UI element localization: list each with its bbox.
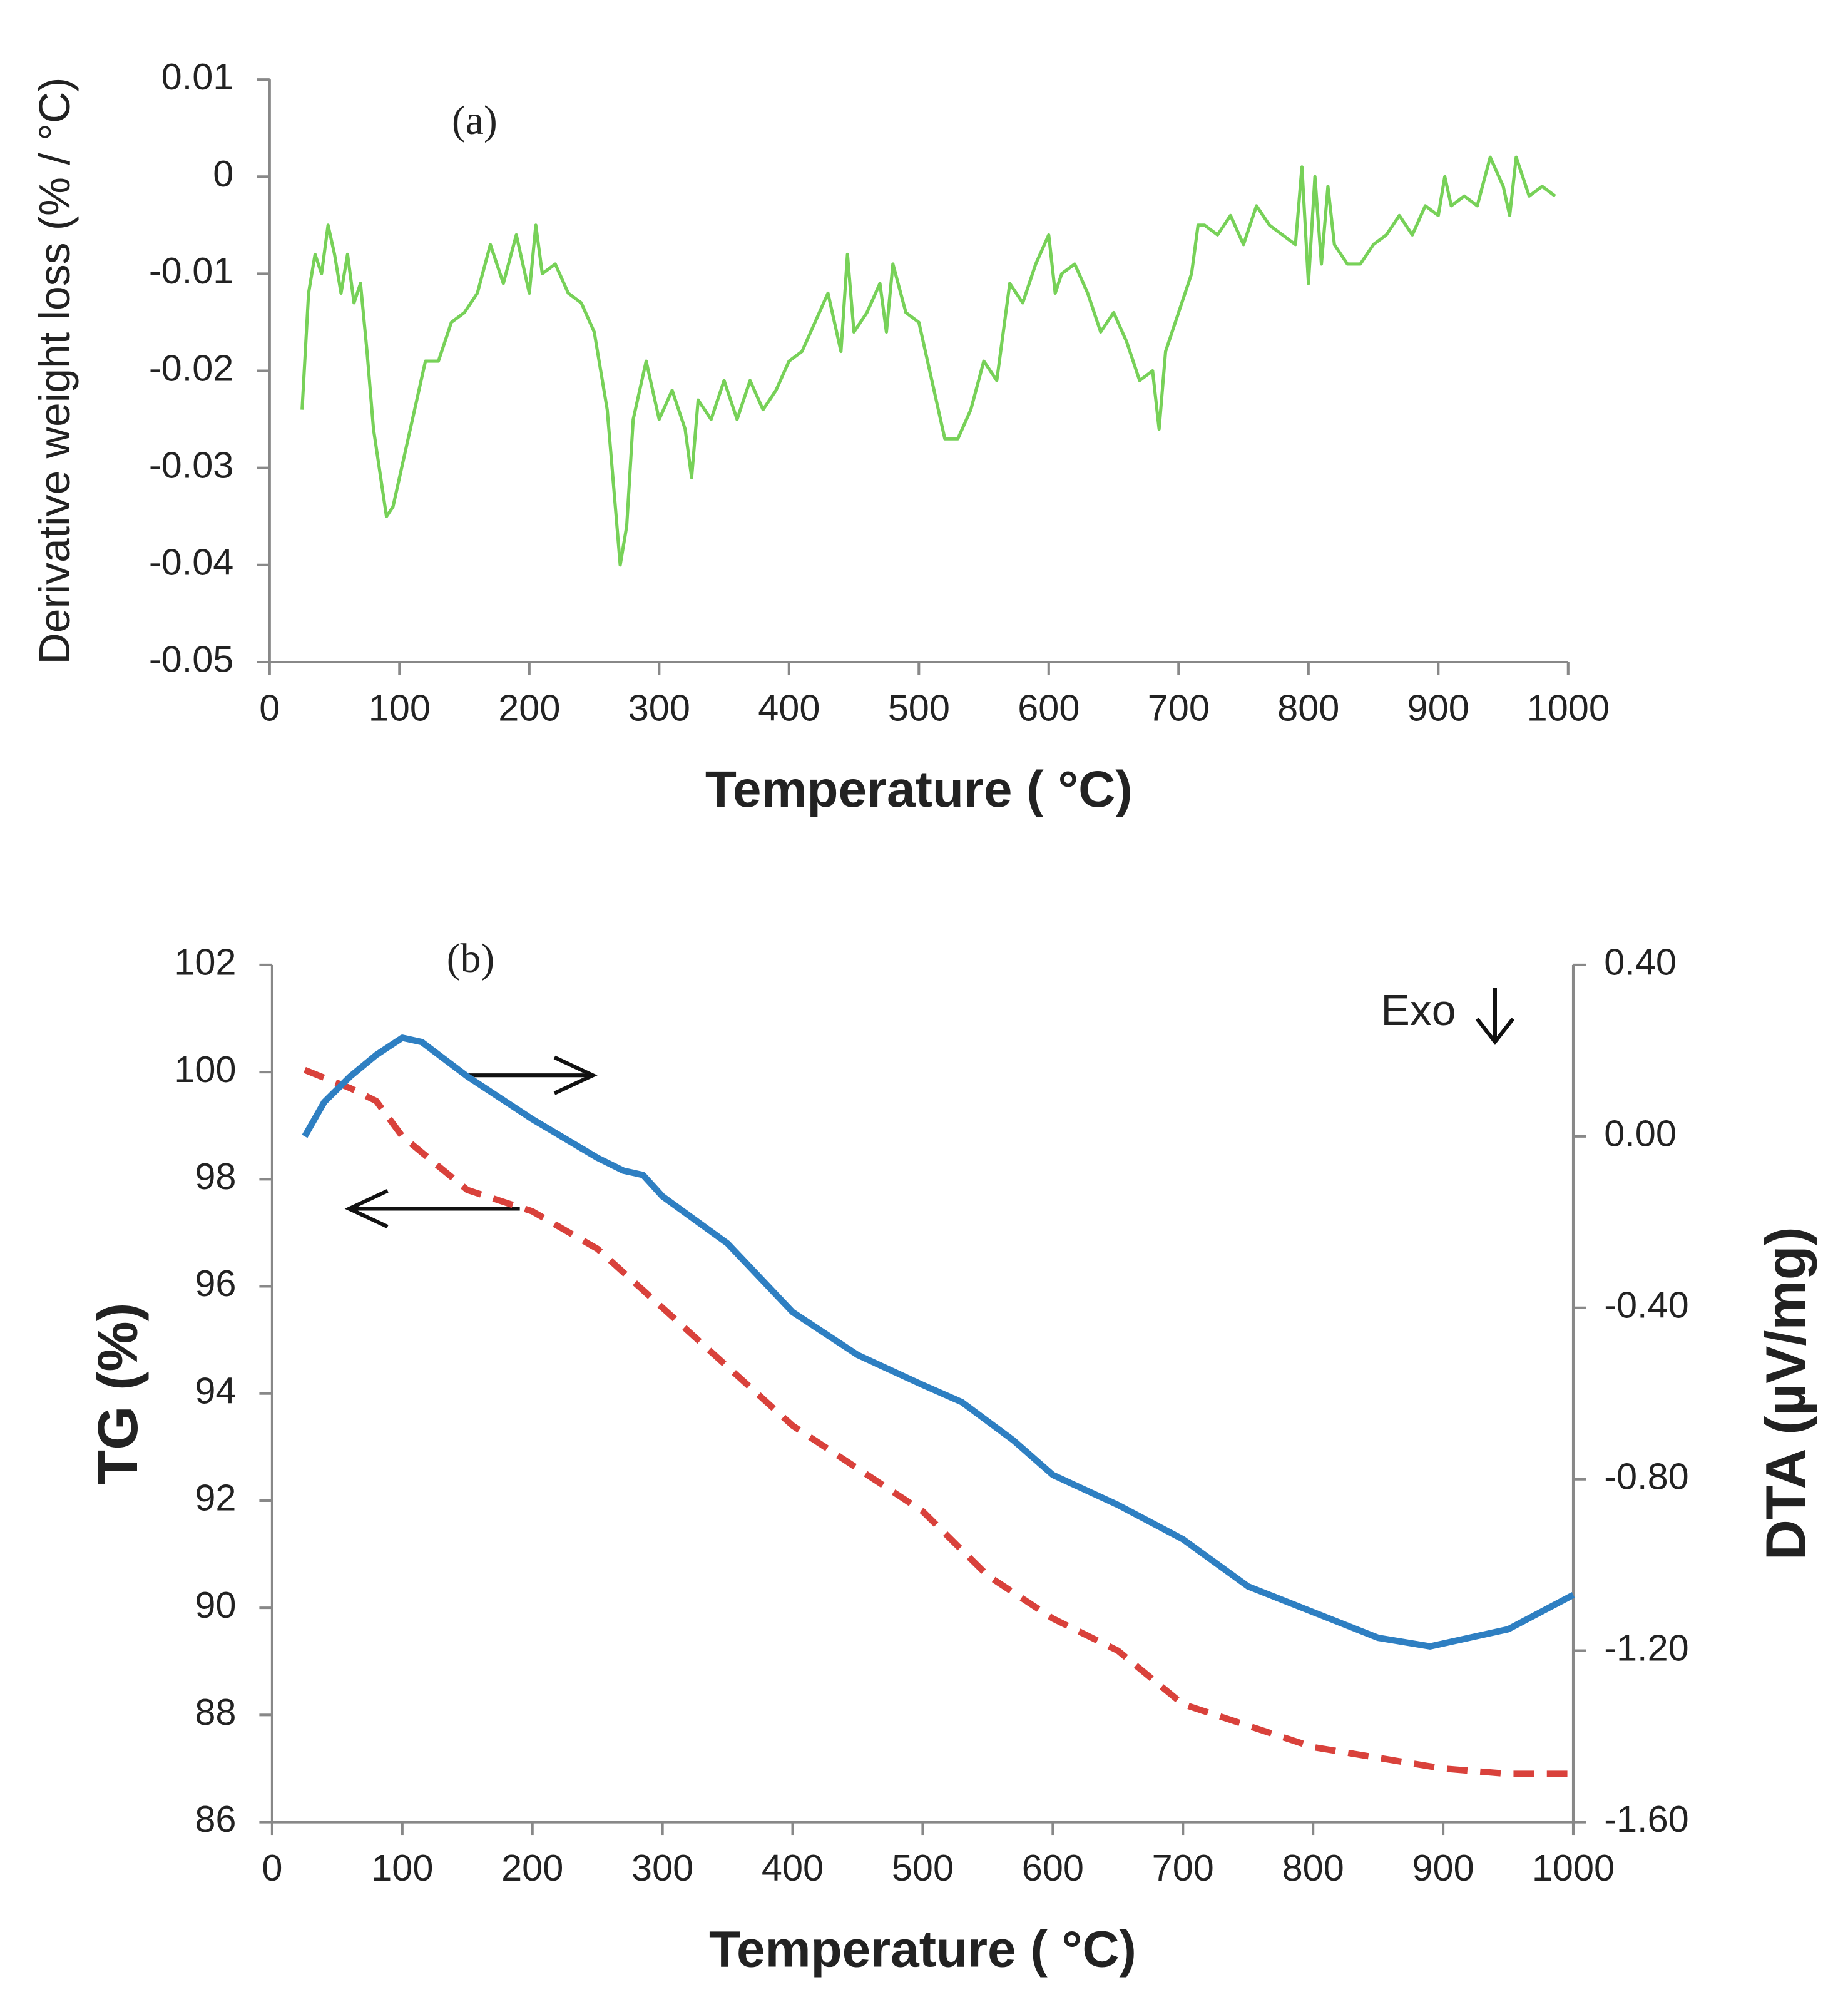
x-tick-label: 100 <box>371 1847 433 1889</box>
y-tick-label: -0.05 <box>149 638 234 680</box>
x-tick-label: 500 <box>892 1847 954 1889</box>
x-tick-label: 600 <box>1018 687 1080 729</box>
x-tick-label: 100 <box>369 687 431 729</box>
x-tick-label: 400 <box>762 1847 824 1889</box>
data-line <box>303 1066 1573 1777</box>
y-tick-label: 102 <box>174 941 236 983</box>
y2-tick-label: 0.40 <box>1604 941 1677 983</box>
x-axis-title: Temperature ( °C) <box>709 1921 1136 1978</box>
x-tick-label: 0 <box>259 687 280 729</box>
annotation: (b) <box>447 936 495 981</box>
y-tick-label: 96 <box>195 1262 236 1304</box>
x-tick-label: 300 <box>631 1847 693 1889</box>
annotation: (a) <box>452 98 498 143</box>
y2-tick-label: 0.00 <box>1604 1113 1677 1155</box>
y-axis-title: Derivative weight loss (% / °C) <box>30 77 79 664</box>
y-tick-label: 88 <box>195 1691 236 1733</box>
y-tick-label: 94 <box>195 1369 236 1411</box>
y-tick-label: 90 <box>195 1584 236 1626</box>
y-tick-label: 92 <box>195 1477 236 1519</box>
x-tick-label: 900 <box>1412 1847 1474 1889</box>
y-tick-label: 86 <box>195 1798 236 1840</box>
x-tick-label: 700 <box>1148 687 1210 729</box>
y-tick-label: -0.03 <box>149 444 234 486</box>
x-tick-label: 900 <box>1407 687 1469 729</box>
x-tick-label: 1000 <box>1532 1847 1615 1889</box>
x-tick-label: 1000 <box>1527 687 1610 729</box>
y-tick-label: 100 <box>174 1048 236 1090</box>
x-tick-label: 800 <box>1277 687 1339 729</box>
y-axis-title: TG (%) <box>86 1302 150 1484</box>
y2-tick-label: -1.20 <box>1604 1626 1689 1668</box>
annotation: Exo <box>1381 986 1456 1034</box>
y-tick-label: -0.04 <box>149 541 234 583</box>
x-tick-label: 0 <box>262 1847 282 1889</box>
exo-arrow-head <box>1475 1018 1515 1045</box>
y2-axis-title: DTA (µV/mg) <box>1754 1227 1817 1560</box>
x-tick-label: 800 <box>1282 1847 1344 1889</box>
data-line <box>300 155 1556 567</box>
right-arrow-head <box>553 1055 598 1095</box>
x-tick-label: 600 <box>1022 1847 1084 1889</box>
annotation-arrows <box>344 988 1515 1228</box>
y-tick-label: 0 <box>213 153 233 195</box>
x-tick-label: 300 <box>628 687 690 729</box>
y-tick-label: -0.01 <box>149 250 234 292</box>
left-arrow-head <box>344 1188 389 1228</box>
x-axis-title: Temperature ( °C) <box>705 761 1133 818</box>
x-tick-label: 200 <box>501 1847 563 1889</box>
y-tick-label: 98 <box>195 1155 236 1197</box>
y2-tick-label: -0.80 <box>1604 1455 1689 1497</box>
x-tick-label: 700 <box>1152 1847 1214 1889</box>
x-tick-label: 200 <box>498 687 560 729</box>
x-tick-label: 500 <box>888 687 950 729</box>
data-line <box>302 1034 1575 1650</box>
y2-tick-label: -0.40 <box>1604 1284 1689 1325</box>
y-tick-label: -0.02 <box>149 347 234 389</box>
y-tick-label: 0.01 <box>161 56 234 98</box>
y2-tick-label: -1.60 <box>1604 1798 1689 1840</box>
x-tick-label: 400 <box>758 687 820 729</box>
